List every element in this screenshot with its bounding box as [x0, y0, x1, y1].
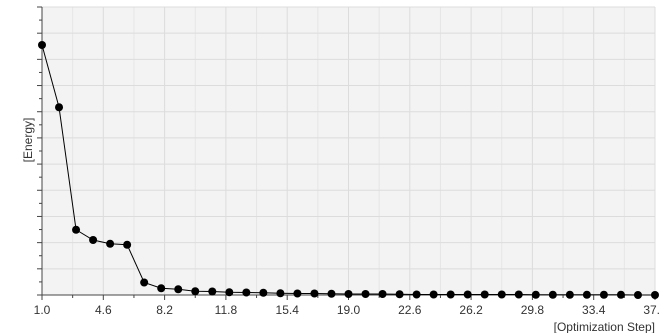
data-point	[378, 290, 387, 298]
x-tick-label: 26.2	[459, 303, 483, 317]
data-point	[157, 284, 166, 293]
x-tick-label: 15.4	[276, 303, 300, 317]
data-point	[633, 291, 642, 299]
grid	[41, 6, 656, 296]
data-point	[361, 290, 370, 298]
data-point	[38, 41, 46, 49]
data-point	[412, 290, 421, 299]
x-tick-label: 37.0	[643, 303, 659, 317]
data-point	[191, 287, 200, 296]
data-point	[327, 289, 336, 298]
y-axis-title: [Energy]	[21, 118, 35, 163]
data-point	[531, 290, 540, 299]
data-point	[123, 240, 132, 249]
x-tick-label: 22.6	[398, 303, 422, 317]
data-point	[429, 290, 438, 299]
x-tick-label: 1.0	[34, 303, 51, 317]
data-point	[259, 288, 268, 297]
x-tick-label: 29.8	[521, 303, 545, 317]
data-point	[242, 288, 251, 297]
series	[38, 41, 659, 299]
data-point	[514, 290, 523, 299]
x-tick-label: 33.4	[582, 303, 606, 317]
data-point	[89, 236, 98, 244]
data-point	[55, 103, 64, 112]
data-point	[616, 290, 625, 299]
data-point	[310, 289, 319, 298]
x-tick-label: 8.2	[156, 303, 173, 317]
data-point	[599, 290, 608, 299]
data-point	[582, 290, 591, 299]
data-point	[293, 289, 302, 298]
data-point	[174, 285, 183, 294]
data-point	[548, 290, 557, 299]
x-tick-label: 4.6	[95, 303, 112, 317]
data-point	[463, 290, 472, 299]
data-point	[225, 288, 234, 297]
tick-labels: 1.0 4.6 8.2 11.8 15.4 19.0 22.6 26.2 29.8 33.4 37.…	[34, 303, 659, 317]
data-point	[208, 287, 217, 296]
data-point	[72, 225, 81, 234]
x-tick-label: 19.0	[337, 303, 361, 317]
data-point	[497, 290, 506, 299]
x-axis-title: [Optimization Step]	[554, 320, 655, 333]
x-tick-label: 11.8	[215, 303, 238, 317]
data-point	[446, 290, 455, 299]
data-point	[395, 290, 404, 299]
data-point	[344, 290, 353, 298]
data-point	[106, 239, 115, 248]
data-point	[565, 290, 574, 299]
data-point	[480, 290, 489, 299]
data-point	[651, 291, 659, 299]
data-point	[140, 278, 149, 287]
data-point	[276, 289, 285, 298]
